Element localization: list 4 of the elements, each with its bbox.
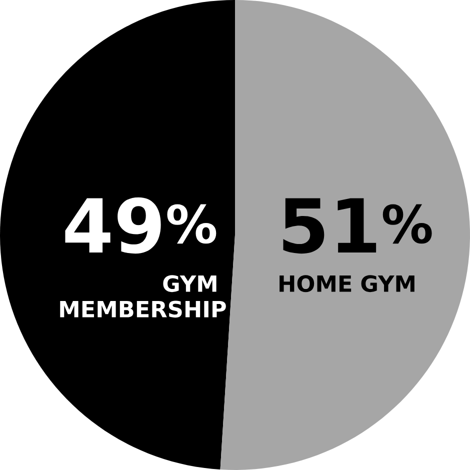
data-label: 49$^{%}$	[65, 197, 216, 254]
slice-label: HOME GYM	[280, 275, 414, 292]
slice-label: GYM MEMBERSHIP	[60, 275, 226, 318]
data-label: 51$^{%}$	[283, 198, 432, 254]
